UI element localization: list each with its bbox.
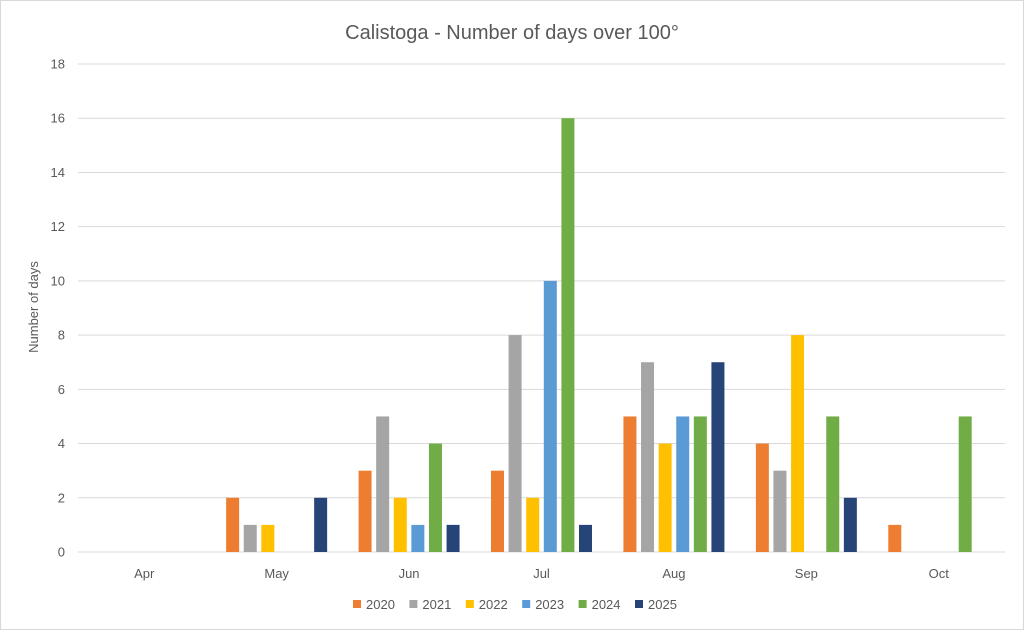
y-tick-label: 12 bbox=[51, 219, 65, 234]
legend-label: 2022 bbox=[479, 597, 508, 612]
x-tick-label: Sep bbox=[795, 566, 818, 581]
bar-2020-jun bbox=[358, 470, 372, 552]
bar-2022-jun bbox=[393, 497, 407, 552]
bar-2024-oct bbox=[958, 416, 972, 552]
legend-label: 2024 bbox=[592, 597, 621, 612]
bars bbox=[226, 118, 972, 552]
legend: 2020 2021 2022 2023 2024 2025 bbox=[353, 597, 677, 612]
bar-2021-may bbox=[243, 524, 257, 552]
bar-2025-may bbox=[314, 497, 328, 552]
legend-item-2025: 2025 bbox=[635, 597, 677, 612]
bar-2020-aug bbox=[623, 416, 637, 552]
x-tick-label: Aug bbox=[662, 566, 685, 581]
bar-2021-sep bbox=[773, 470, 787, 552]
bar-2020-oct bbox=[888, 524, 902, 552]
x-tick-label: Jul bbox=[533, 566, 550, 581]
y-tick-label: 18 bbox=[51, 57, 65, 72]
bar-2023-jun bbox=[411, 524, 425, 552]
x-tick-label: May bbox=[264, 566, 289, 581]
bar-2025-sep bbox=[843, 497, 857, 552]
x-axis-ticks: Apr May Jun Jul Aug Sep Oct bbox=[134, 566, 949, 581]
y-tick-label: 0 bbox=[58, 545, 65, 560]
bar-2020-may bbox=[226, 497, 240, 552]
legend-label: 2025 bbox=[648, 597, 677, 612]
bar-2024-jul bbox=[561, 118, 575, 552]
legend-item-2022: 2022 bbox=[465, 597, 508, 612]
y-tick-label: 2 bbox=[58, 490, 65, 505]
y-tick-label: 6 bbox=[58, 382, 65, 397]
bar-2025-aug bbox=[711, 362, 725, 552]
bar-2021-aug bbox=[641, 362, 655, 552]
gridlines bbox=[78, 63, 1005, 553]
y-tick-label: 4 bbox=[58, 436, 65, 451]
legend-swatch bbox=[465, 600, 474, 608]
legend-label: 2023 bbox=[535, 597, 564, 612]
legend-swatch bbox=[635, 600, 643, 608]
bar-2022-aug bbox=[658, 443, 672, 552]
bar-2020-jul bbox=[491, 470, 504, 552]
legend-item-2021: 2021 bbox=[409, 597, 451, 612]
bar-2024-jun bbox=[428, 443, 442, 552]
legend-swatch bbox=[409, 600, 418, 608]
x-tick-label: Jun bbox=[399, 566, 420, 581]
legend-item-2020: 2020 bbox=[353, 597, 395, 612]
bar-2021-jun bbox=[376, 416, 390, 552]
legend-item-2024: 2024 bbox=[578, 597, 621, 612]
bar-2025-jun bbox=[446, 524, 460, 552]
y-tick-label: 10 bbox=[51, 273, 65, 288]
y-axis-ticks: 0 2 4 6 8 10 12 14 16 18 bbox=[51, 57, 65, 560]
x-tick-label: Oct bbox=[929, 566, 950, 581]
bar-2021-jul bbox=[508, 335, 522, 552]
legend-swatch bbox=[522, 600, 531, 608]
y-axis-label: Number of days bbox=[26, 261, 41, 353]
bar-2022-may bbox=[261, 524, 275, 552]
legend-label: 2020 bbox=[366, 597, 395, 612]
bar-2024-aug bbox=[693, 416, 707, 552]
bar-2025-jul bbox=[579, 524, 592, 552]
y-tick-label: 14 bbox=[51, 165, 65, 180]
bar-2024-sep bbox=[826, 416, 840, 552]
legend-swatch bbox=[578, 600, 587, 608]
y-tick-label: 8 bbox=[58, 328, 65, 343]
legend-label: 2021 bbox=[422, 597, 451, 612]
x-tick-label: Apr bbox=[134, 566, 155, 581]
bar-2020-sep bbox=[755, 443, 769, 552]
legend-item-2023: 2023 bbox=[522, 597, 564, 612]
bar-2023-jul bbox=[543, 280, 557, 552]
legend-swatch bbox=[353, 600, 361, 608]
chart-title: Calistoga - Number of days over 100° bbox=[345, 22, 679, 44]
y-tick-label: 16 bbox=[51, 111, 65, 126]
bar-2022-jul bbox=[526, 497, 540, 552]
bar-2023-aug bbox=[676, 416, 690, 552]
bar-2022-sep bbox=[791, 335, 805, 552]
